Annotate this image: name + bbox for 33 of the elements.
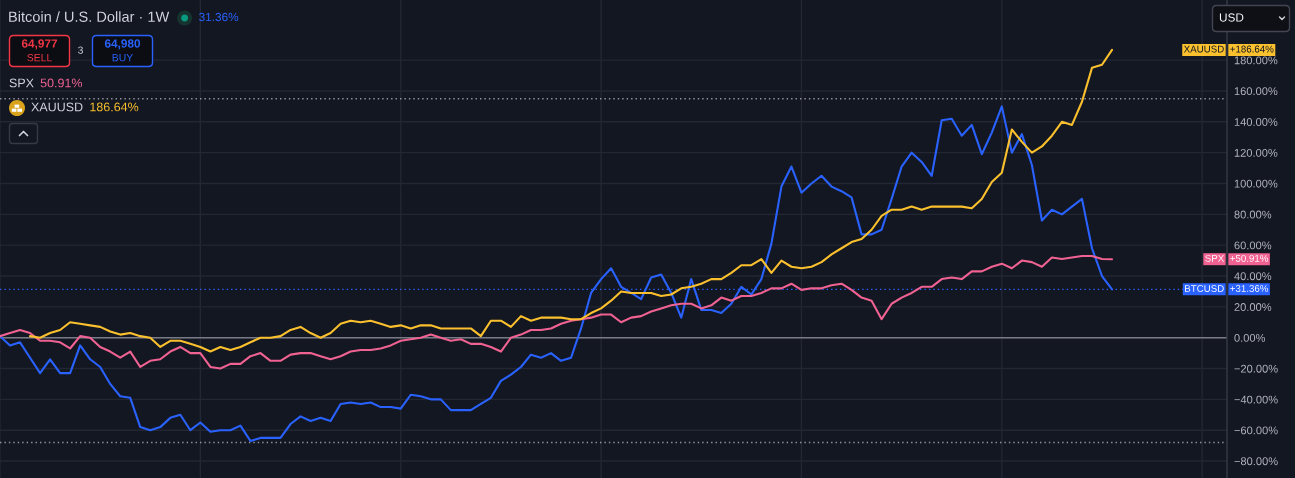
y-tick-label: −80.00% <box>1234 457 1278 466</box>
y-tick-label: 60.00% <box>1234 241 1272 250</box>
annotation: 3 <box>78 46 83 54</box>
legend-label: BTCUSD <box>1185 285 1224 292</box>
legend-label: XAUUSD <box>1183 45 1224 53</box>
y-tick-label: 100.00% <box>1234 179 1278 188</box>
y-tick-label: 140.00% <box>1234 118 1278 126</box>
annotation: 31.36% <box>199 12 239 22</box>
legend-label: SPX <box>1205 254 1225 262</box>
y-tick-label: 40.00% <box>1234 272 1272 281</box>
annotation: SELL <box>27 53 52 62</box>
y-tick-label: 20.00% <box>1234 303 1272 311</box>
y-tick-label: 160.00% <box>1234 87 1278 96</box>
y-tick-label: −20.00% <box>1234 364 1278 373</box>
annotation: 64,980 <box>104 39 141 50</box>
line-series <box>0 254 1114 370</box>
text: +31.36% <box>1230 285 1269 292</box>
annotation: 186.64% <box>90 102 139 112</box>
y-tick-label: 80.00% <box>1234 210 1272 219</box>
annotation: 64,977 <box>21 39 58 50</box>
y-tick-label: 180.00% <box>1234 56 1278 65</box>
y-tick-label: −60.00% <box>1234 426 1278 435</box>
y-tick-label: 0.00% <box>1234 333 1266 342</box>
text: +186.64% <box>1230 45 1274 53</box>
y-tick-label: −40.00% <box>1234 395 1278 404</box>
y-tick-label: 120.00% <box>1234 148 1278 157</box>
text: Bitcoin / U.S. Dollar · 1W <box>9 11 170 22</box>
annotation: XAUUSD <box>31 102 83 112</box>
annotation: BUY <box>112 54 133 62</box>
text: USD <box>1219 13 1244 22</box>
annotation: SPX <box>9 78 34 88</box>
annotation: 50.91% <box>40 78 83 88</box>
text: +50.91% <box>1230 254 1269 262</box>
